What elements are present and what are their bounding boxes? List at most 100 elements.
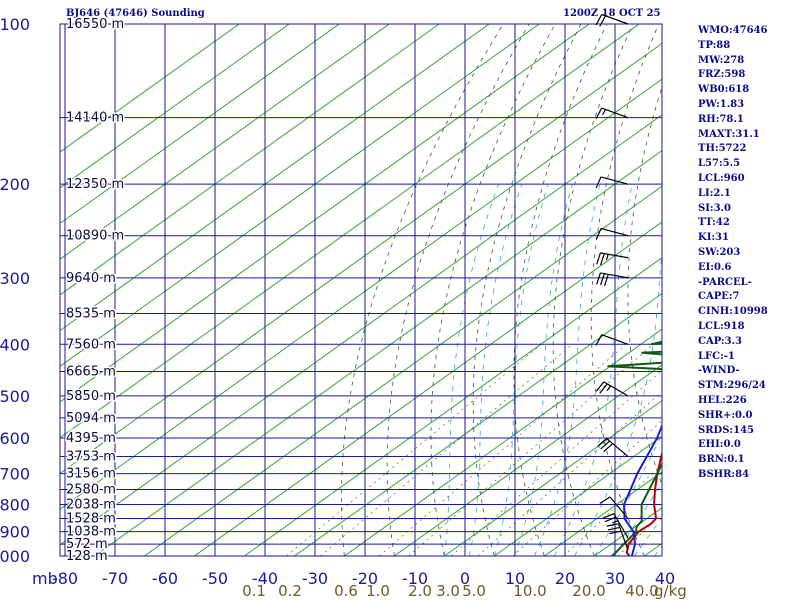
- isotherm: [444, 399, 662, 556]
- wind-barb-flag: [595, 176, 602, 189]
- temp-tick-label: 40: [655, 569, 675, 588]
- temp-tick-label: 20: [555, 569, 575, 588]
- dry-adiabat: [386, 24, 530, 556]
- temp-tick-label: -30: [302, 569, 328, 588]
- wind-barb-flag: [597, 438, 607, 447]
- height-label: 128 m: [66, 549, 108, 564]
- stat-item: TH:5722: [698, 143, 747, 155]
- mixing-ratio-label: 0.6: [334, 582, 358, 600]
- stat-item: LI:2.1: [698, 187, 731, 199]
- wind-barb-flag: [606, 385, 612, 391]
- moist-adiabat: [554, 184, 633, 556]
- height-label: 4395 m: [66, 431, 116, 446]
- stat-item: MAXT:31.1: [698, 128, 760, 140]
- temp-tick-label: -40: [252, 569, 278, 588]
- stat-item: LCL:918: [698, 320, 745, 332]
- stat-item: CINH:10998: [698, 306, 768, 318]
- wind-barb-flag: [595, 14, 603, 26]
- temp-tick-label: -80: [52, 569, 78, 588]
- wind-barb-flag: [602, 513, 615, 519]
- height-label: 2580 m: [66, 483, 116, 498]
- stat-item: L57:5.5: [698, 158, 741, 170]
- isotherm: [244, 257, 662, 556]
- wind-barb-flag: [604, 516, 617, 523]
- mixing-ratio-label: 40.0: [625, 582, 658, 600]
- temp-tick-label: -20: [352, 569, 378, 588]
- stat-item: TT:42: [698, 217, 730, 229]
- moist-adiabat: [574, 245, 662, 556]
- mixing-ratio-unit: g/kg: [654, 582, 687, 600]
- temp-tick-label: -60: [152, 569, 178, 588]
- wind-barb-flag: [602, 109, 606, 116]
- isotherm: [144, 185, 662, 556]
- height-label: 7560 m: [66, 337, 116, 352]
- height-label: 6665 m: [66, 365, 116, 380]
- wind-barb-shaft: [603, 381, 629, 397]
- stat-item: SHR+:0.0: [698, 409, 753, 421]
- height-label: 3753 m: [66, 449, 116, 464]
- pressure-tick-label: 600: [0, 429, 30, 448]
- mixing-ratio-line: [286, 344, 542, 556]
- wind-barb-flag: [600, 253, 605, 266]
- isotherm: [94, 149, 662, 556]
- stat-item: CAP:3.3: [698, 335, 742, 347]
- isotherm: [60, 24, 290, 189]
- moist-adiabat: [494, 183, 549, 556]
- wind-barb-flag: [612, 520, 619, 524]
- wind-barb-shaft: [600, 227, 629, 237]
- wind-barb-shaft: [601, 13, 629, 25]
- mixing-ratio-label: 1.0: [366, 582, 390, 600]
- unit-label: mb: [32, 569, 58, 588]
- wind-barb-flag: [600, 440, 611, 450]
- mixing-ratio-line: [451, 369, 662, 556]
- height-label: 10890 m: [66, 229, 124, 244]
- dry-adiabat: [627, 86, 662, 486]
- stat-item: HEL:226: [698, 394, 747, 406]
- isotherm: [60, 24, 390, 260]
- wind-barb-shaft: [613, 513, 629, 539]
- stat-item: EI:0.6: [698, 261, 732, 273]
- wind-barb-flag: [609, 530, 622, 535]
- wind-barb-flag: [607, 526, 620, 531]
- isotherm: [60, 24, 240, 153]
- pressure-tick-label: 500: [0, 387, 30, 406]
- stat-item: FRZ:598: [698, 69, 746, 81]
- mixing-ratio-label: 0.1: [242, 582, 266, 600]
- chart-datetime: 1200Z 18 OCT 25: [563, 8, 661, 19]
- wind-barb: [596, 252, 629, 266]
- pressure-tick-label: 400: [0, 335, 30, 354]
- pressure-tick-label: 700: [0, 465, 30, 484]
- isotherm: [60, 24, 340, 225]
- pressure-tick-label: 800: [0, 495, 30, 514]
- stat-item: BRN:0.1: [698, 454, 745, 466]
- stats-panel: WMO:47646 TP:88 MW:278 FRZ:598 WB0:618 PW:1.8…: [698, 24, 800, 483]
- wind-barb-flag: [599, 15, 606, 27]
- isotherm: [394, 364, 662, 556]
- wind-barb-shaft: [601, 107, 629, 119]
- height-label: 1038 m: [66, 525, 116, 540]
- mixing-ratio-label: 20.0: [572, 582, 605, 600]
- isotherm: [60, 114, 662, 546]
- wind-barb-flag: [595, 107, 603, 119]
- wind-barb: [602, 513, 629, 539]
- wind-barb-shaft: [600, 176, 629, 185]
- stat-item: LCL:960: [698, 172, 745, 184]
- mixing-ratio-label: 2.0: [408, 582, 432, 600]
- stat-item: SW:203: [698, 246, 741, 258]
- height-label: 8535 m: [66, 306, 116, 321]
- pressure-tick-label: 100: [0, 15, 30, 34]
- stat-item: BSHR:84: [698, 468, 750, 480]
- wind-barb-shaft: [606, 438, 629, 457]
- wind-barb-flag: [605, 254, 609, 261]
- stat-item: MW:278: [698, 54, 745, 66]
- stat-item: STM:296/24: [698, 380, 766, 392]
- stat-item: LFC:-1: [698, 350, 735, 362]
- pressure-tick-label: 200: [0, 175, 30, 194]
- series-temperature: [625, 450, 662, 556]
- stat-item: PW:1.83: [698, 98, 745, 110]
- mixing-ratio-label: 5.0: [462, 582, 486, 600]
- wind-barb-flag: [596, 272, 601, 285]
- stat-item: KI:31: [698, 232, 729, 244]
- height-label: 3156 m: [66, 467, 116, 482]
- pressure-tick-label: 900: [0, 523, 30, 542]
